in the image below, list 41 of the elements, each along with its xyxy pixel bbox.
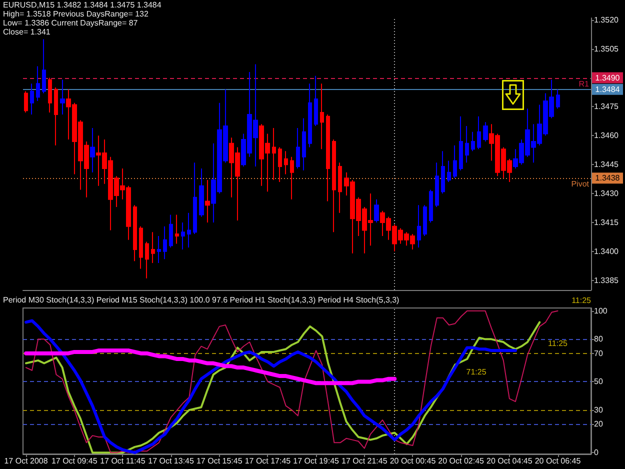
annotation: High= 1.3518 Previous DaysRange= 132 [3,10,149,18]
x-tick-label: 17 Oct 15:45 [196,456,243,466]
y-tick-label: 1.3475 [594,102,620,112]
y-tick-label: 50 [594,377,604,386]
x-tick-label: 17 Oct 11:45 [100,456,146,466]
x-tick-label: 17 Oct 09:45 [51,456,98,466]
y-tick-label: 1.3415 [594,218,620,227]
annotation: Low= 1.3386 Current DaysRange= 87 [3,18,138,28]
chart-title: EURUSD,M15 1.3482 1.3484 1.3475 1.3484 [3,0,162,10]
y-tick-label: 1.3445 [594,160,620,170]
y-tick-label: 1.3460 [594,131,620,140]
x-tick-label: 17 Oct 13:45 [148,456,194,466]
x-tick-label: 20 Oct 00:45 [390,456,436,466]
y-tick-label: 1.3505 [594,44,620,54]
x-tick-label: 17 Oct 21:45 [342,456,388,466]
x-tick-label: 20 Oct 02:45 [438,456,485,466]
x-tick-label: 20 Oct 04:45 [486,456,533,466]
y-tick-label: 1.3520 [594,15,620,24]
text: 11:25 [572,296,592,306]
y-tick-label: 1.3400 [594,246,620,256]
text: 1.3484 [595,84,620,94]
y-tick-label: 0 [594,448,599,458]
annotation: 71:25 [466,367,487,376]
y-tick-label: 100 [594,306,608,316]
text: 1.3438 [595,174,620,183]
annotation: 11:25 [548,338,568,348]
y-tick-label: 80 [594,334,604,344]
y-tick-label: 1.3430 [594,189,620,198]
text: 1.3490 [595,73,620,82]
chart-title: Period M30 Stoch(14,3,3) Period M15 Stoch(14,3,3) 100.0 97.6 Period H1 Stoch(14,3,3) Period H4 Stoch(5,3,3) [3,296,400,304]
ref-line-label: R1 [578,79,590,88]
annotation: Close= 1.341 [3,28,51,36]
x-tick-label: 17 Oct 17:45 [244,456,292,466]
y-tick-label: 30 [594,406,604,415]
y-tick-label: 70 [594,348,604,358]
ref-line-label: Pivot [571,180,590,189]
y-tick-label: 1.3385 [594,276,620,285]
x-tick-label: 17 Oct 2008 [4,456,48,466]
x-tick-label: 17 Oct 19:45 [293,456,340,466]
x-tick-label: 20 Oct 06:45 [534,456,582,466]
y-tick-label: 20 [594,420,604,429]
